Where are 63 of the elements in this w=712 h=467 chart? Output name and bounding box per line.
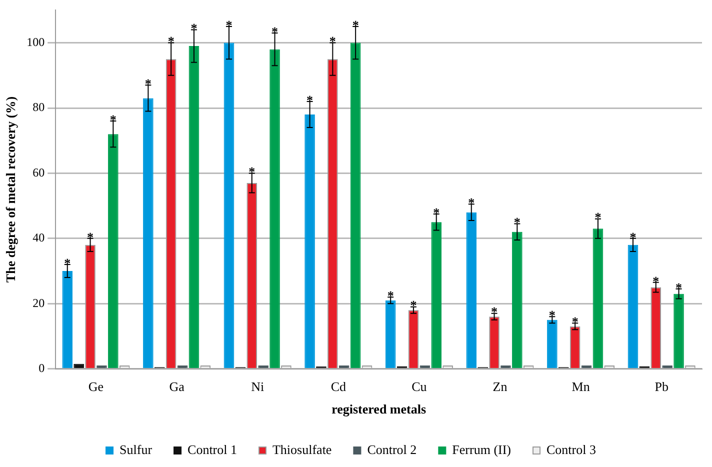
bar: [108, 134, 118, 368]
bar: [74, 364, 84, 368]
bar: [431, 222, 442, 368]
data-label: *: [248, 164, 256, 180]
data-label: *: [676, 280, 682, 295]
data-label: *: [87, 229, 94, 244]
data-label: *: [387, 288, 394, 303]
data-label: *: [630, 229, 636, 244]
data-label: *: [64, 255, 71, 270]
data-label: *: [168, 34, 174, 49]
y-tick-label: 60: [32, 165, 45, 180]
x-tick-label: Ga: [169, 379, 185, 394]
bar: [512, 232, 522, 368]
data-label: *: [226, 17, 232, 32]
x-tick-label: Ge: [88, 379, 104, 394]
y-tick-label: 0: [38, 360, 45, 375]
x-tick-label: Mn: [572, 379, 590, 394]
bar: [385, 300, 396, 368]
data-label: *: [594, 210, 602, 225]
bar: [62, 271, 73, 368]
x-tick-label: Cd: [330, 379, 346, 394]
data-label: *: [548, 308, 556, 322]
y-tick-label: 20: [32, 296, 45, 310]
bar: [547, 320, 558, 368]
x-tick-label: Pb: [654, 379, 668, 394]
bar: [674, 294, 684, 368]
legend-label: Thiosulfate: [272, 442, 332, 457]
data-label: *: [306, 92, 314, 108]
data-label: *: [410, 298, 417, 313]
data-label: *: [329, 34, 336, 49]
data-label: *: [468, 195, 475, 210]
data-label: *: [272, 24, 278, 39]
data-label: *: [352, 17, 359, 32]
data-label: *: [110, 112, 116, 127]
bar: [628, 244, 638, 368]
legend-label: Sulfur: [120, 442, 153, 457]
data-label: *: [433, 204, 440, 220]
legend-label: Control 1: [188, 442, 238, 457]
y-tick-label: 40: [32, 230, 45, 245]
bar: [188, 46, 200, 368]
y-tick-label: 80: [32, 100, 45, 114]
bar: [224, 42, 234, 368]
x-tick-label: Ni: [251, 379, 264, 394]
y-axis-title: The degree of metal recovery (%): [3, 96, 18, 283]
bar: [466, 212, 477, 368]
bar: [304, 114, 315, 368]
data-label: *: [491, 304, 498, 320]
x-axis-title: registered metals: [332, 402, 426, 417]
data-label: *: [514, 214, 520, 230]
bar: [143, 98, 154, 368]
bar: [592, 228, 604, 368]
bar: [350, 42, 361, 368]
x-tick-label: Zn: [492, 379, 508, 394]
y-tick-label: 100: [26, 34, 45, 49]
legend-label: Ferrum (II): [452, 442, 512, 457]
data-label: *: [190, 20, 198, 36]
data-label: *: [572, 314, 578, 330]
legend-label: Control 2: [367, 442, 417, 457]
data-label: *: [652, 273, 660, 288]
bar: [270, 49, 280, 368]
data-label: *: [144, 76, 152, 92]
legend-label: Control 3: [546, 442, 596, 457]
x-tick-label: Cu: [412, 379, 428, 394]
